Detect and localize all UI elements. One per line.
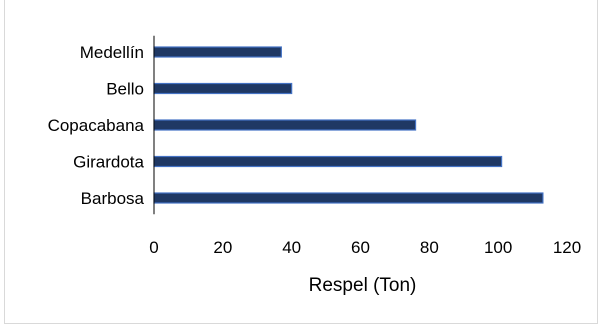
x-tick-label: 80 — [420, 238, 439, 257]
x-axis-title: Respel (Ton) — [309, 275, 417, 296]
bars-group — [153, 46, 544, 204]
bar-barbosa — [153, 192, 544, 204]
x-tick-label: 60 — [351, 238, 370, 257]
y-tick-label: Medellín — [80, 43, 144, 62]
bar-medellin — [153, 46, 282, 58]
x-tick-labels: 0 20 40 60 80 100 120 — [149, 238, 581, 257]
x-tick-label: 20 — [213, 238, 232, 257]
y-tick-label: Girardota — [73, 153, 144, 172]
y-tick-label: Bello — [106, 80, 144, 99]
y-tick-label: Barbosa — [81, 189, 145, 208]
x-tick-label: 0 — [149, 238, 158, 257]
x-tick-label: 100 — [484, 238, 512, 257]
bar-bello — [153, 82, 293, 95]
y-tick-label: Copacabana — [48, 116, 145, 135]
bar-girardota — [153, 155, 503, 168]
y-tick-labels: Medellín Bello Copacabana Girardota Barbosa — [48, 43, 145, 208]
bar-copacabana — [153, 119, 417, 131]
x-tick-label: 40 — [282, 238, 301, 257]
x-tick-label: 120 — [553, 238, 581, 257]
